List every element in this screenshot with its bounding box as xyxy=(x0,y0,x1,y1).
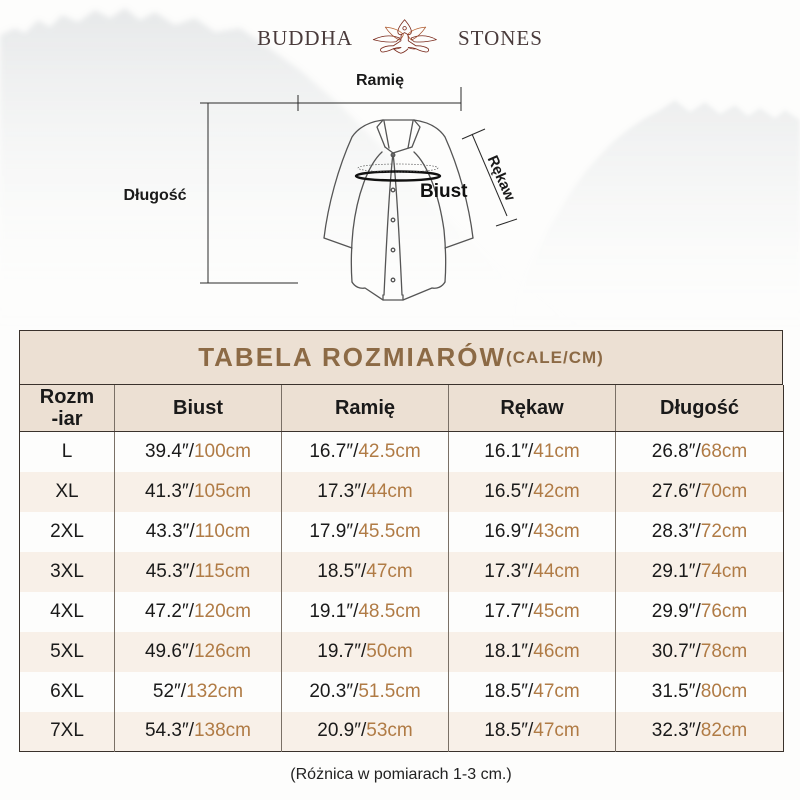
svg-text:Ramię: Ramię xyxy=(356,72,404,89)
svg-text:Długość: Długość xyxy=(123,187,186,204)
svg-text:Rękaw: Rękaw xyxy=(484,153,519,204)
svg-text:Biust: Biust xyxy=(420,181,468,202)
